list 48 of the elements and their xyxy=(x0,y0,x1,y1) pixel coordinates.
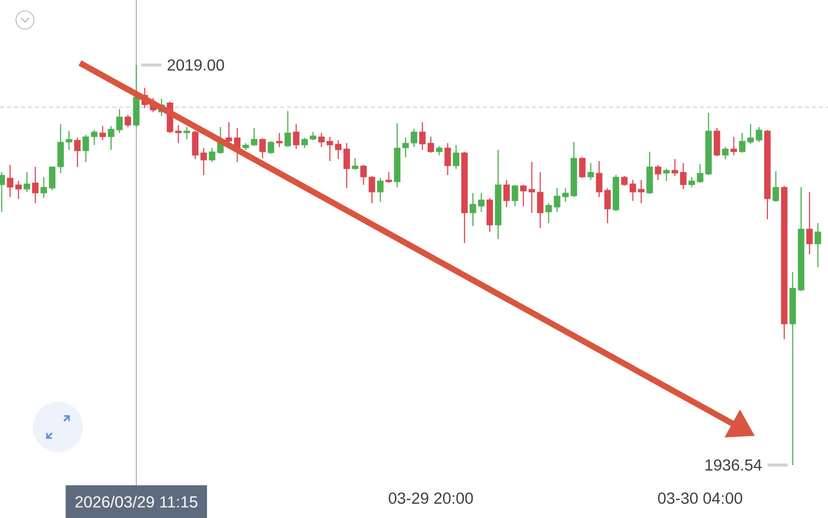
candlestick xyxy=(386,172,392,184)
candlestick xyxy=(91,129,98,146)
candlestick xyxy=(200,147,207,176)
candlestick xyxy=(806,192,813,255)
candlestick xyxy=(814,222,822,268)
annotation: 2019.00 xyxy=(168,59,224,71)
candlestick xyxy=(772,170,780,202)
candlestick xyxy=(276,132,283,148)
candlestick xyxy=(503,179,510,208)
candlestick xyxy=(638,179,644,204)
candlestick xyxy=(268,140,274,154)
candlestick xyxy=(343,142,350,189)
candlestick xyxy=(32,166,39,204)
candlestick xyxy=(250,128,258,147)
candlestick xyxy=(259,138,266,159)
candlestick xyxy=(184,126,190,140)
candlestick xyxy=(99,126,106,141)
candlestick xyxy=(672,158,678,177)
candlestick xyxy=(284,110,292,148)
candlestick xyxy=(680,162,687,190)
candlestick xyxy=(579,156,586,179)
candlestick xyxy=(24,172,30,193)
candlestick xyxy=(352,158,358,170)
candlestick xyxy=(512,184,518,207)
candlestick xyxy=(192,130,198,160)
candlestick xyxy=(74,137,81,168)
candlestick xyxy=(444,142,451,176)
x-tick-label: 03-29 20:00 xyxy=(388,492,473,504)
candlestick xyxy=(124,114,132,128)
candlestick xyxy=(688,176,695,188)
candlestick xyxy=(436,145,442,156)
candlestick xyxy=(730,136,737,156)
candlestick xyxy=(377,177,384,202)
candlestick xyxy=(40,176,47,198)
x-tick-label: 03-30 04:00 xyxy=(658,492,742,504)
candlestick xyxy=(587,162,594,181)
candlestick xyxy=(452,144,460,170)
candlestick xyxy=(663,168,670,182)
candlestick xyxy=(292,124,300,150)
candlestick xyxy=(335,140,342,160)
ref-line-label: 2026/03/29 11:15 xyxy=(75,496,198,508)
candlestick xyxy=(722,146,729,160)
candlestick xyxy=(82,134,90,163)
candlestick xyxy=(537,172,544,229)
candlestick xyxy=(621,176,628,186)
candlestick xyxy=(630,179,636,202)
candlestick xyxy=(654,164,662,181)
annotation: 1936.54 xyxy=(706,459,762,471)
